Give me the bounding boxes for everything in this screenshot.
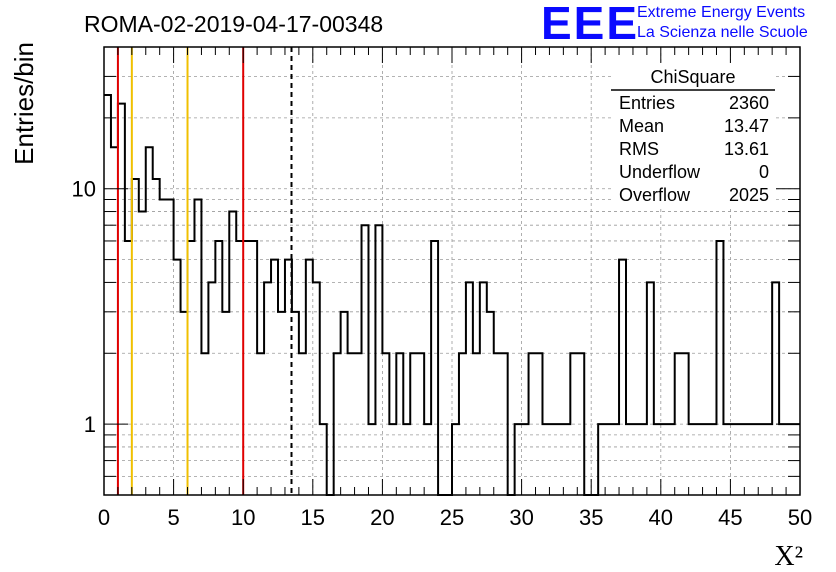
- axis-ticks: [103, 47, 801, 495]
- marker-lines: [116, 47, 293, 495]
- stats-value: 0: [759, 162, 769, 182]
- x-tick-label: 10: [231, 505, 255, 530]
- stats-label: Underflow: [619, 162, 701, 182]
- x-tick-label: 0: [98, 505, 110, 530]
- x-tick-label: 20: [370, 505, 394, 530]
- stats-label: RMS: [619, 139, 659, 159]
- stats-box-frame: [611, 63, 775, 208]
- y-tick-labels: 1 10: [72, 177, 96, 437]
- x-tick-label: 25: [440, 505, 464, 530]
- stats-label: Overflow: [619, 185, 691, 205]
- stats-value: 2360: [729, 93, 769, 113]
- stats-value: 2025: [729, 185, 769, 205]
- chart-title: ROMA-02-2019-04-17-00348: [84, 11, 383, 37]
- y-tick-label: 1: [84, 412, 96, 437]
- stats-box-title: ChiSquare: [650, 67, 735, 87]
- x-tick-label: 40: [649, 505, 673, 530]
- stats-label: Mean: [619, 116, 664, 136]
- x-tick-label: 50: [788, 505, 812, 530]
- logo-line-2: La Scienza nelle Scuole: [637, 24, 808, 41]
- x-axis-label: X²: [774, 541, 803, 572]
- x-tick-label: 5: [167, 505, 179, 530]
- eee-logo: EEE: [541, 0, 640, 49]
- y-axis-label: Entries/bin: [9, 42, 39, 165]
- x-tick-labels: 0 5 10 15 20 25 30 35 40 45 50: [98, 505, 812, 530]
- x-tick-label: 30: [509, 505, 533, 530]
- x-tick-label: 35: [579, 505, 603, 530]
- stats-box: ChiSquare Entries 2360 Mean 13.47 RMS 13.61 Un…: [611, 63, 775, 208]
- x-tick-label: 15: [301, 505, 325, 530]
- stats-value: 13.47: [724, 116, 769, 136]
- stats-box-rows: Entries 2360 Mean 13.47 RMS 13.61 Underflow 0 Ov…: [619, 93, 769, 205]
- stats-value: 13.61: [724, 139, 769, 159]
- x-tick-label: 45: [718, 505, 742, 530]
- y-tick-label: 10: [72, 177, 96, 202]
- logo-line-1: Extreme Energy Events: [637, 4, 806, 21]
- stats-label: Entries: [619, 93, 675, 113]
- histogram-outline: [104, 94, 800, 496]
- histogram-bars: [104, 94, 800, 496]
